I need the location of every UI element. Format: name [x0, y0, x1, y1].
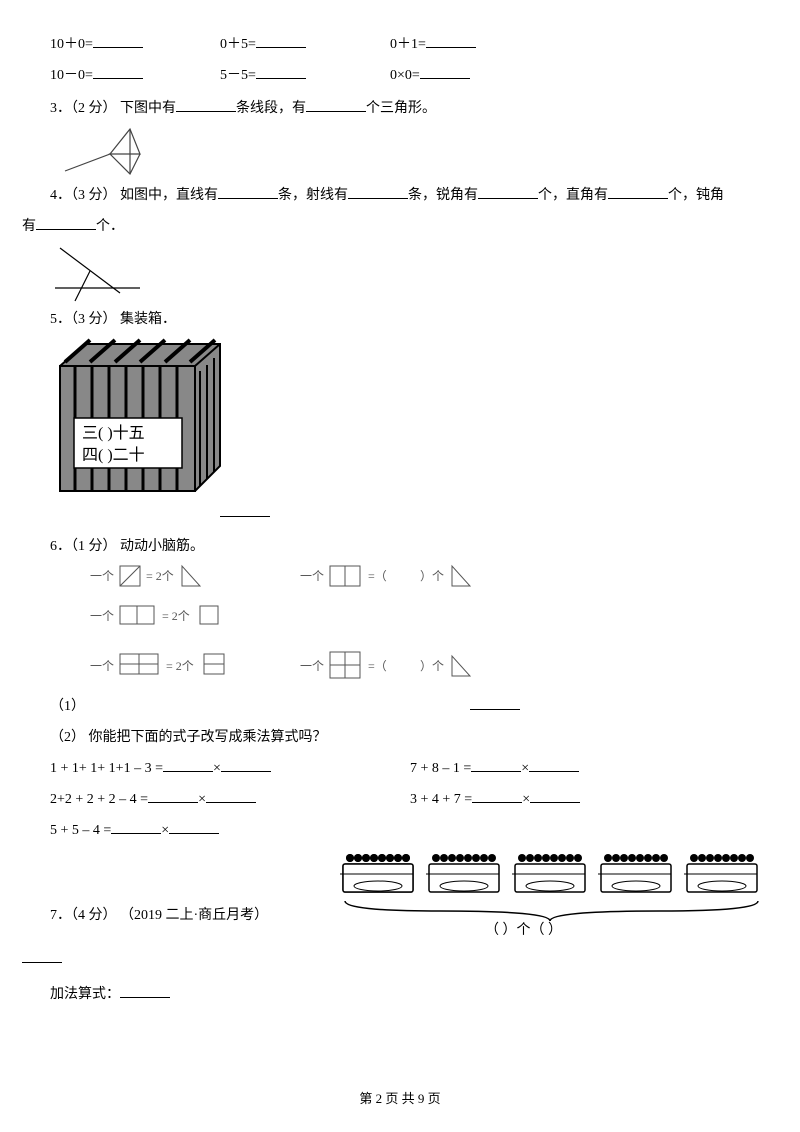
- svg-text:=（: =（: [368, 569, 387, 583]
- q6-sub1-row: （1）: [50, 692, 750, 723]
- equation-row-1: 10＋0= 0＋5= 0＋1=: [50, 30, 750, 61]
- abacus-row: （ ）个（ ）: [340, 846, 770, 936]
- eq-2c: 0×0=: [390, 68, 420, 83]
- e5: 5 + 5 – 4 =: [50, 823, 111, 838]
- question-3: 3．（2 分） 下图中有 条线段，有 个三角形。: [50, 94, 750, 125]
- eq-2b: 5－5=: [220, 68, 256, 83]
- e3: 2+2 + 2 + 2 – 4 =: [50, 792, 148, 807]
- blank[interactable]: [470, 695, 520, 710]
- blank[interactable]: [530, 787, 580, 802]
- blank[interactable]: [163, 757, 213, 772]
- q4-l2b: 个．: [96, 219, 124, 234]
- svg-text:（ ）个（ ）: （ ）个（ ）: [485, 922, 562, 936]
- blank[interactable]: [529, 757, 579, 772]
- q7-add-label: 加法算式：: [50, 987, 120, 1002]
- q3-text-1: 3．（2 分） 下图中有: [50, 101, 176, 116]
- q4-t4: 个，直角有: [538, 188, 608, 203]
- svg-text:= 2个: = 2个: [162, 609, 190, 623]
- blank[interactable]: [221, 757, 271, 772]
- mult: ×: [522, 792, 530, 807]
- q4-t3: 条，锐角有: [408, 188, 478, 203]
- eq-1a: 10＋0=: [50, 37, 93, 52]
- blank[interactable]: [256, 33, 306, 48]
- svg-text:一个: 一个: [90, 609, 114, 623]
- eq-1b: 0＋5=: [220, 37, 256, 52]
- q3-text-3: 个三角形。: [366, 101, 436, 116]
- blank[interactable]: [120, 983, 170, 998]
- blank[interactable]: [36, 215, 96, 230]
- svg-text:一个: 一个: [300, 659, 324, 673]
- q7-add: 加法算式：: [50, 980, 750, 1011]
- q6-sub1: （1）: [50, 699, 85, 714]
- q4-l2a: 有: [22, 219, 36, 234]
- svg-text:=（: =（: [368, 659, 387, 673]
- page-footer: 第 2 页 共 9 页: [50, 1085, 750, 1114]
- svg-text:= 2个: = 2个: [146, 569, 174, 583]
- q3-text-2: 条线段，有: [236, 101, 306, 116]
- mult: ×: [198, 792, 206, 807]
- q6b-row2: 2+2 + 2 + 2 – 4 = × 3 + 4 + 7 = ×: [50, 785, 750, 816]
- mult: ×: [213, 761, 221, 776]
- question-7: 7．（4 分） （2019 二上·商丘月考）: [50, 901, 268, 932]
- question-4: 4．（3 分） 如图中，直线有 条，射线有 条，锐角有 个，直角有 个，钝角: [50, 181, 750, 212]
- svg-text:）个: ）个: [420, 659, 444, 673]
- question-6: 6．（1 分） 动动小脑筋。: [50, 532, 750, 563]
- svg-text:一个: 一个: [300, 569, 324, 583]
- blank[interactable]: [169, 818, 219, 833]
- question-5: 5．（3 分） 集装箱．: [50, 305, 750, 336]
- e1: 1 + 1+ 1+ 1+1 – 3 =: [50, 761, 163, 776]
- svg-text:）个: ）个: [420, 569, 444, 583]
- mult: ×: [161, 823, 169, 838]
- q4-t2: 条，射线有: [278, 188, 348, 203]
- blank[interactable]: [472, 787, 522, 802]
- container-image: 三( )十五 四( )二十: [50, 336, 750, 511]
- equation-row-2: 10－0= 5－5= 0×0=: [50, 61, 750, 92]
- mult: ×: [521, 761, 529, 776]
- blank[interactable]: [93, 63, 143, 78]
- q4-t5: 个，钝角: [668, 188, 724, 203]
- svg-text:一个: 一个: [90, 569, 114, 583]
- e4: 3 + 4 + 7 =: [410, 792, 472, 807]
- blank[interactable]: [220, 501, 270, 516]
- shape-equations: 一个 = 2个 一个 =（ ）个 一个 = 2个 一个 = 2个 一个 =（ ）…: [90, 562, 610, 692]
- svg-text:一个: 一个: [90, 659, 114, 673]
- blank[interactable]: [426, 33, 476, 48]
- q6-sub2: （2） 你能把下面的式子改写成乘法算式吗？: [50, 723, 750, 754]
- blank[interactable]: [256, 63, 306, 78]
- blank[interactable]: [111, 818, 161, 833]
- q6b-row1: 1 + 1+ 1+ 1+1 – 3 = × 7 + 8 – 1 = ×: [50, 754, 750, 785]
- blank[interactable]: [348, 184, 408, 199]
- blank[interactable]: [306, 96, 366, 111]
- blank[interactable]: [218, 184, 278, 199]
- eq-1c: 0＋1=: [390, 37, 426, 52]
- blank[interactable]: [148, 787, 198, 802]
- blank[interactable]: [22, 948, 62, 963]
- blank[interactable]: [420, 63, 470, 78]
- box-text-2: 四( )二十: [82, 446, 145, 464]
- blank[interactable]: [176, 96, 236, 111]
- blank[interactable]: [608, 184, 668, 199]
- blank[interactable]: [206, 787, 256, 802]
- q6b-row3: 5 + 5 – 4 = ×: [50, 816, 750, 847]
- e2: 7 + 8 – 1 =: [410, 761, 471, 776]
- angle-diagram: [50, 243, 150, 303]
- triangle-diagram: [60, 124, 150, 179]
- abacus-section: （ ）个（ ） 7．（4 分） （2019 二上·商丘月考）: [50, 846, 750, 941]
- blank[interactable]: [471, 757, 521, 772]
- blank[interactable]: [93, 33, 143, 48]
- box-text-1: 三( )十五: [82, 424, 145, 442]
- blank[interactable]: [478, 184, 538, 199]
- question-4-line2: 有 个．: [22, 212, 750, 243]
- eq-2a: 10－0=: [50, 68, 93, 83]
- svg-text:= 2个: = 2个: [166, 659, 194, 673]
- q4-t1: 4．（3 分） 如图中，直线有: [50, 188, 218, 203]
